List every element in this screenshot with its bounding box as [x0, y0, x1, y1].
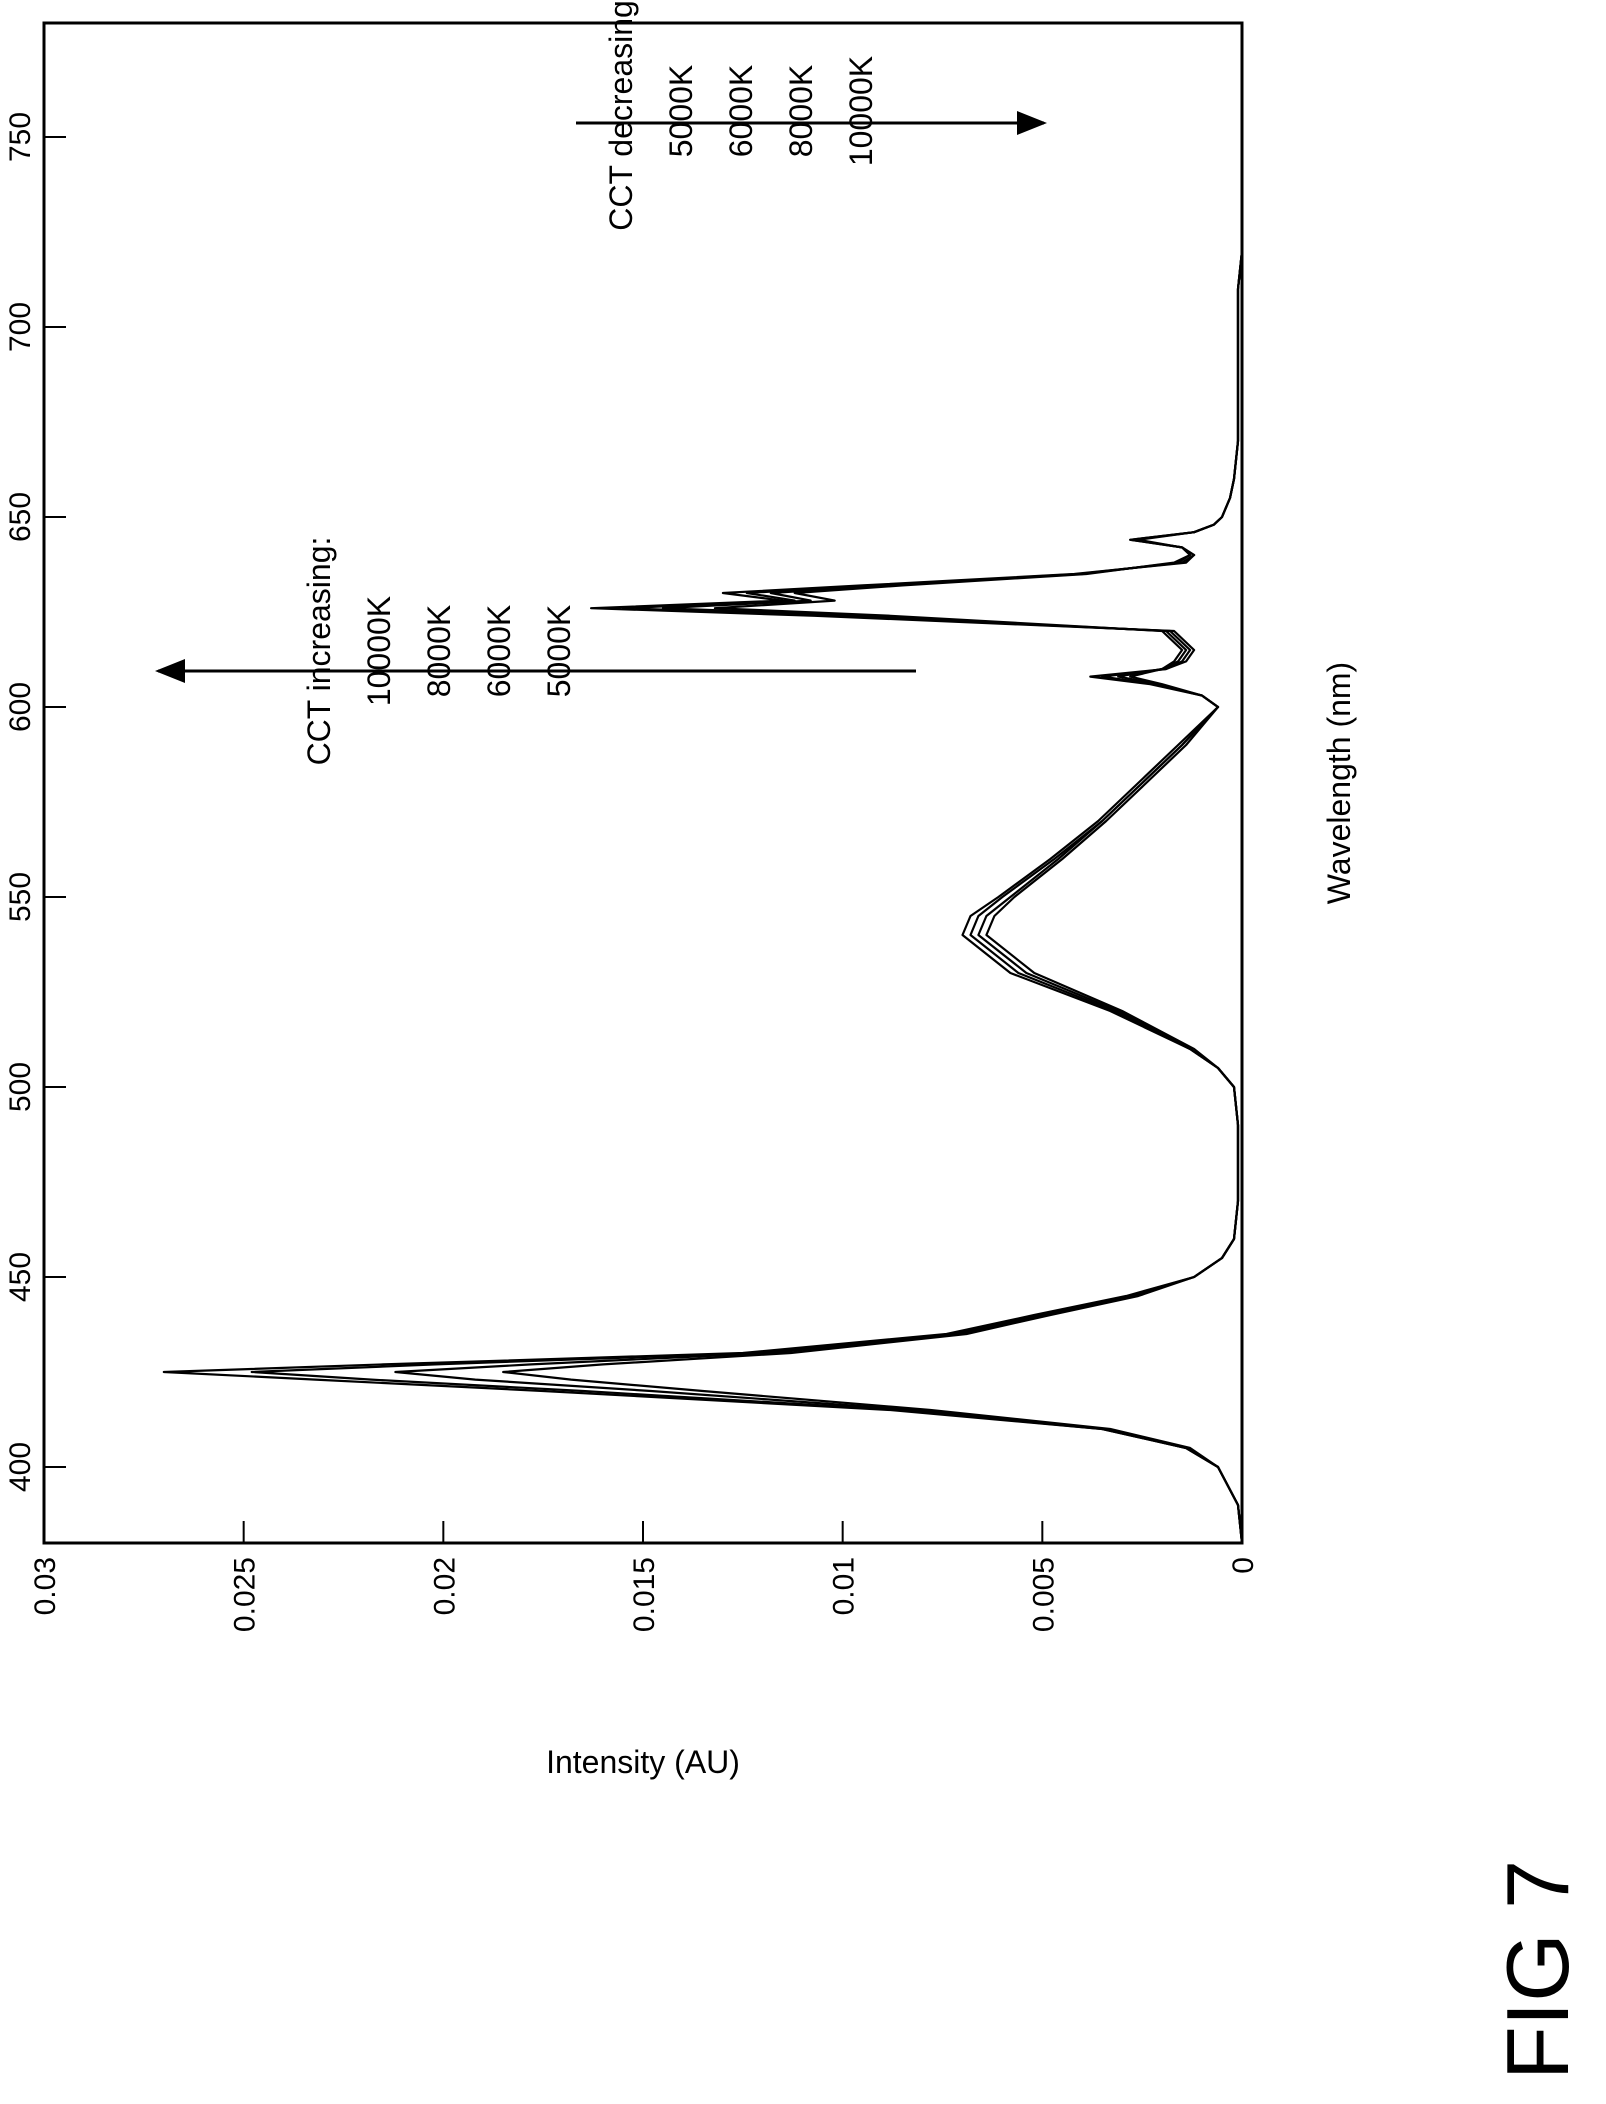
- x-tick-label: 550: [4, 872, 37, 922]
- x-axis-label: Wavelength (nm): [1321, 662, 1357, 904]
- annotation-line: 5000K: [663, 65, 699, 158]
- figure-label: FIG 7: [1488, 1860, 1587, 2080]
- x-tick-label: 750: [4, 112, 37, 162]
- annotation-line: 8000K: [421, 605, 457, 698]
- series-line-1: [162, 23, 1244, 1544]
- x-tick-label: 650: [4, 492, 37, 542]
- x-axis-ticks: 400 450 500 550 600 650 700 750: [4, 112, 66, 1492]
- x-tick-label: 400: [4, 1442, 37, 1492]
- annotation-line: CCT decreasing:: [603, 0, 639, 231]
- series-line-4: [502, 23, 1244, 1544]
- series-line-3: [394, 23, 1244, 1544]
- annotation-layer: CCT increasing: 10000K 8000K 6000K 5000K CCT …: [155, 0, 1047, 766]
- y-tick-label: 0: [1227, 1557, 1260, 1574]
- rotated-plot: 400 450 500 550 600 650 700 750 0 0.005 0.01 0.015…: [4, 0, 1357, 1780]
- y-tick-label: 0.005: [1027, 1557, 1060, 1632]
- plot-area-frame: [42, 21, 1244, 1545]
- annotation-line: 8000K: [783, 65, 819, 158]
- x-tick-label: 450: [4, 1252, 37, 1302]
- x-tick-label: 500: [4, 1062, 37, 1112]
- y-axis-label: Intensity (AU): [546, 1744, 740, 1780]
- annotation-line: CCT increasing:: [301, 537, 337, 766]
- annotation-line: 10000K: [361, 596, 397, 706]
- series-layer: [162, 23, 1244, 1544]
- y-tick-label: 0.02: [428, 1557, 461, 1615]
- y-axis-ticks: 0 0.005 0.01 0.015 0.02 0.025 0.03: [29, 1521, 1260, 1632]
- y-tick-label: 0.015: [628, 1557, 661, 1632]
- annotation-line: 6000K: [723, 65, 759, 158]
- y-tick-label: 0.03: [29, 1557, 62, 1615]
- y-tick-label: 0.025: [229, 1557, 262, 1632]
- y-tick-label: 0.01: [828, 1557, 861, 1615]
- x-tick-label: 700: [4, 302, 37, 352]
- series-line-2: [250, 23, 1244, 1544]
- annotation-line: 6000K: [481, 605, 517, 698]
- x-tick-label: 600: [4, 682, 37, 732]
- annotation-line: 5000K: [541, 605, 577, 698]
- annotation-line: 10000K: [843, 56, 879, 166]
